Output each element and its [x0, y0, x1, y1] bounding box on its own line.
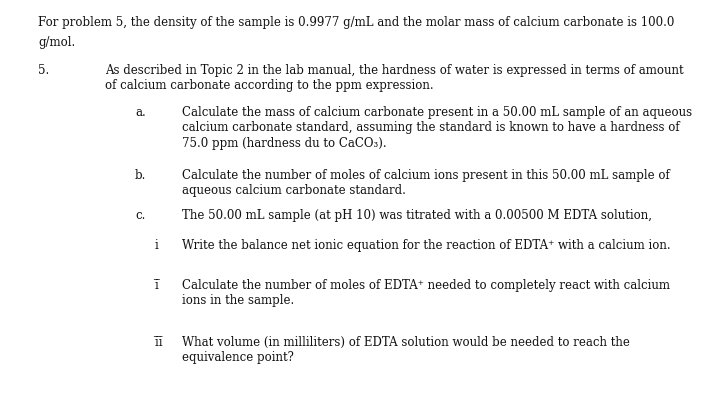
Text: a.: a.	[135, 106, 145, 119]
Text: b.: b.	[135, 169, 146, 182]
Text: i: i	[155, 238, 158, 252]
Text: Calculate the number of moles of calcium ions present in this 50.00 mL sample of: Calculate the number of moles of calcium…	[182, 169, 670, 182]
Text: Calculate the mass of calcium carbonate present in a 50.00 mL sample of an aqueo: Calculate the mass of calcium carbonate …	[182, 106, 692, 119]
Text: calcium carbonate standard, assuming the standard is known to have a hardness of: calcium carbonate standard, assuming the…	[182, 121, 680, 134]
Text: c.: c.	[135, 209, 145, 221]
Text: g/mol.: g/mol.	[38, 36, 76, 49]
Text: aqueous calcium carbonate standard.: aqueous calcium carbonate standard.	[182, 184, 406, 197]
Text: of calcium carbonate according to the ppm expression.: of calcium carbonate according to the pp…	[105, 79, 433, 92]
Text: For problem 5, the density of the sample is 0.9977 g/mL and the molar mass of ca: For problem 5, the density of the sample…	[38, 16, 675, 29]
Text: ions in the sample.: ions in the sample.	[182, 294, 294, 307]
Text: Calculate the number of moles of EDTA⁺ needed to completely react with calcium: Calculate the number of moles of EDTA⁺ n…	[182, 278, 670, 291]
Text: The 50.00 mL sample (at pH 10) was titrated with a 0.00500 M EDTA solution,: The 50.00 mL sample (at pH 10) was titra…	[182, 209, 652, 221]
Text: equivalence point?: equivalence point?	[182, 351, 294, 363]
Text: Write the balance net ionic equation for the reaction of EDTA⁺ with a calcium io: Write the balance net ionic equation for…	[182, 238, 670, 252]
Text: What volume (in milliliters) of EDTA solution would be needed to reach the: What volume (in milliliters) of EDTA sol…	[182, 335, 630, 348]
Text: As described in Topic 2 in the lab manual, the hardness of water is expressed in: As described in Topic 2 in the lab manua…	[105, 64, 683, 77]
Text: i̅i̅: i̅i̅	[155, 335, 163, 348]
Text: i̅: i̅	[155, 278, 158, 291]
Text: 75.0 ppm (hardness du to CaCO₃).: 75.0 ppm (hardness du to CaCO₃).	[182, 137, 387, 150]
Text: 5.: 5.	[38, 64, 49, 77]
